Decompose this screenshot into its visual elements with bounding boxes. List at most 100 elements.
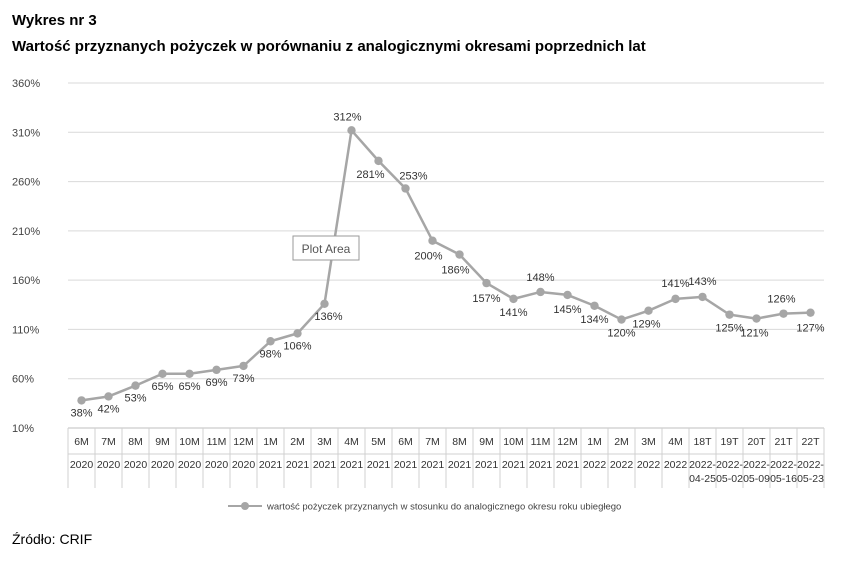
data-point [158, 369, 167, 378]
x-category-sublabel: 2022 [637, 459, 661, 471]
data-point [131, 381, 140, 390]
data-label: 65% [178, 381, 200, 393]
x-category-sublabel: 2022 [664, 459, 688, 471]
x-category-label: 12M [557, 436, 577, 448]
data-point [374, 156, 383, 166]
x-category-label: 19T [720, 436, 739, 448]
data-point [509, 294, 518, 304]
x-category-sublabel: 2021 [340, 459, 364, 471]
plot-area-tooltip: Plot Area [292, 235, 360, 261]
x-category-label: 9M [155, 436, 170, 448]
x-category-label: 1M [263, 436, 278, 448]
data-point [752, 314, 761, 323]
x-category-sublabel: 2020 [232, 459, 256, 471]
x-category-label: 1M [587, 436, 602, 448]
y-tick-label: 260% [12, 177, 40, 189]
x-category-sublabel: 2021 [448, 459, 472, 471]
data-label: 42% [97, 403, 119, 415]
x-category-label: 8M [128, 436, 143, 448]
tooltip-box [292, 235, 360, 261]
x-axis: 6M 2020 7M 2020 8M 2020 9M 2020 10M 2020 11M 2020 12… [67, 428, 825, 488]
data-point [320, 299, 329, 308]
grid-lines [68, 82, 824, 429]
x-category-sublabel: 2020 [151, 459, 175, 471]
data-point [617, 315, 626, 324]
x-category-label: 3M [641, 436, 656, 448]
x-category-label: 21T [774, 436, 793, 448]
x-category-sublabel: 04-25 [689, 473, 716, 485]
x-category-label: 18T [693, 436, 712, 448]
y-axis: 10% 60% 110% 160% 210% 260% 310% 360% [12, 78, 40, 435]
data-point [212, 365, 221, 375]
x-category-label: 4M [668, 436, 683, 448]
x-category-label: 3M [317, 436, 332, 448]
data-label: 65% [151, 381, 173, 393]
x-category-sublabel: 2020 [124, 459, 148, 471]
data-label: 121% [740, 328, 768, 340]
y-tick-label: 110% [12, 324, 40, 336]
data-label: 157% [472, 293, 500, 305]
data-point [590, 301, 599, 310]
data-point [671, 294, 680, 304]
data-label: 38% [70, 407, 92, 419]
x-category-sublabel: 2021 [475, 459, 499, 471]
x-category-sublabel: 2020 [70, 459, 94, 471]
y-tick-label: 310% [12, 127, 40, 139]
tooltip-text: Plot Area [302, 242, 351, 256]
x-category-sublabel: 2021 [421, 459, 445, 471]
data-point [347, 126, 356, 135]
data-point [401, 184, 410, 193]
x-category-label: 20T [747, 436, 766, 448]
x-category-label: 2M [614, 436, 629, 448]
x-category-sublabel: 2021 [556, 459, 580, 471]
data-point [806, 308, 815, 317]
x-category-label: 9M [479, 436, 494, 448]
data-label: 134% [580, 314, 608, 326]
data-label: 200% [414, 251, 442, 263]
chart-title: Wartość przyznanych pożyczek w porównani… [12, 38, 646, 55]
data-point [455, 250, 464, 259]
data-label: 126% [767, 294, 795, 306]
x-category-sublabel: 2021 [313, 459, 337, 471]
data-label: 141% [499, 307, 527, 319]
data-point [779, 309, 788, 318]
data-label: 136% [314, 311, 342, 323]
x-category-sublabel: 2021 [286, 459, 310, 471]
data-label: 186% [441, 265, 469, 277]
data-point [428, 236, 437, 245]
x-category-label: 2M [290, 436, 305, 448]
x-category-sublabel: 2021 [529, 459, 553, 471]
x-category-sublabel: 2021 [367, 459, 391, 471]
data-label: 106% [283, 340, 311, 352]
data-label: 125% [715, 323, 743, 335]
data-label: 141% [661, 278, 689, 290]
data-label: 73% [232, 373, 254, 385]
x-category-sublabel: 2020 [97, 459, 121, 471]
x-category-label: 5M [371, 436, 386, 448]
x-category-sublabel: 2022- [770, 459, 797, 471]
x-category-sublabel: 2022- [689, 459, 716, 471]
x-category-label: 6M [74, 436, 89, 448]
data-point [725, 310, 734, 319]
x-category-sublabel: 05-16 [770, 473, 797, 485]
y-tick-label: 360% [12, 78, 40, 90]
x-category-label: 10M [179, 436, 199, 448]
x-category-label: 4M [344, 436, 359, 448]
x-category-label: 7M [425, 436, 440, 448]
data-point [698, 292, 707, 302]
data-label: 145% [553, 304, 581, 316]
x-category-sublabel: 2021 [502, 459, 526, 471]
data-point [77, 396, 86, 405]
x-category-sublabel: 2022 [583, 459, 607, 471]
x-category-sublabel: 2020 [178, 459, 202, 471]
x-category-sublabel: 2022- [716, 459, 743, 471]
x-category-label: 7M [101, 436, 116, 448]
data-label: 148% [526, 272, 554, 284]
x-category-label: 22T [801, 436, 820, 448]
data-label: 312% [333, 111, 361, 123]
x-category-sublabel: 05-09 [743, 473, 770, 485]
data-label: 253% [399, 170, 427, 182]
x-category-sublabel: 2022- [743, 459, 770, 471]
y-tick-label: 160% [12, 275, 40, 287]
data-label: 127% [796, 323, 824, 335]
